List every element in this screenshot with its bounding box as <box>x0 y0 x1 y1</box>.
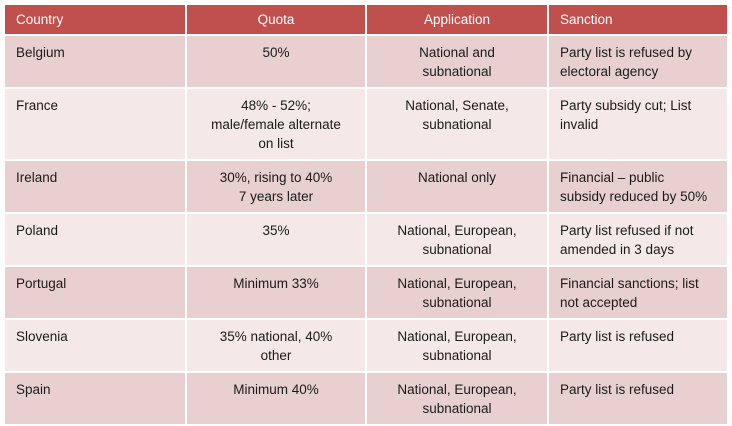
table-row: Slovenia 35% national, 40% other Nationa… <box>3 318 729 373</box>
cell-text-line: male/female alternate <box>211 117 341 132</box>
cell-country: Slovenia <box>3 318 187 373</box>
cell-application: National, European, subnational <box>365 371 549 426</box>
cell-text-line: Minimum 40% <box>233 382 319 397</box>
table-row: Poland 35% National, European, subnation… <box>3 212 729 267</box>
cell-text-line: National, Senate, <box>405 98 509 113</box>
cell-country: Poland <box>3 212 187 267</box>
cell-text-line: National, European, <box>397 329 517 344</box>
cell-sanction: Financial – public subsidy reduced by 50… <box>547 159 729 214</box>
cell-text-line: 35% <box>262 223 290 238</box>
cell-text-line: electoral agency <box>560 64 659 79</box>
cell-text-line: on list <box>258 136 294 151</box>
cell-text-line: subsidy reduced by 50% <box>560 189 708 204</box>
cell-application: National, European, subnational <box>365 212 549 267</box>
cell-text-line: subnational <box>422 242 492 257</box>
cell-text-line: subnational <box>422 64 492 79</box>
cell-quota: 35% national, 40% other <box>185 318 367 373</box>
header-quota: Quota <box>185 3 367 36</box>
cell-country: Ireland <box>3 159 187 214</box>
cell-sanction: Party list is refused <box>547 318 729 373</box>
table-row: France 48% - 52%; male/female alternate … <box>3 87 729 161</box>
cell-text-line: 7 years later <box>238 189 314 204</box>
cell-text-line: Financial sanctions; list <box>560 276 699 291</box>
header-country: Country <box>3 3 187 36</box>
cell-text-line: Minimum 33% <box>233 276 319 291</box>
cell-text-line: subnational <box>422 348 492 363</box>
cell-sanction: Party list is refused <box>547 371 729 426</box>
cell-country: France <box>3 87 187 161</box>
cell-application: National only <box>365 159 549 214</box>
cell-text-line: subnational <box>422 295 492 310</box>
cell-text-line: National, European, <box>397 276 517 291</box>
cell-text-line: Party list is refused <box>560 382 675 397</box>
cell-text-line: 48% - 52%; <box>241 98 311 113</box>
table-row: Ireland 30%, rising to 40% 7 years later… <box>3 159 729 214</box>
cell-text-line: Party list is refused <box>560 329 675 344</box>
cell-sanction: Party list is refused by electoral agenc… <box>547 34 729 89</box>
cell-country: Portugal <box>3 265 187 320</box>
cell-text-line: National, European, <box>397 382 517 397</box>
cell-quota: 30%, rising to 40% 7 years later <box>185 159 367 214</box>
cell-quota: Minimum 33% <box>185 265 367 320</box>
cell-quota: 35% <box>185 212 367 267</box>
cell-text-line: National, European, <box>397 223 517 238</box>
cell-sanction: Party subsidy cut; List invalid <box>547 87 729 161</box>
cell-sanction: Party list refused if not amended in 3 d… <box>547 212 729 267</box>
cell-text-line: subnational <box>422 117 492 132</box>
table-row: Belgium 50% National and subnational Par… <box>3 34 729 89</box>
table-row: Portugal Minimum 33% National, European,… <box>3 265 729 320</box>
cell-text-line: Party list is refused by <box>560 45 693 60</box>
header-application: Application <box>365 3 549 36</box>
cell-text-line: subnational <box>422 401 492 416</box>
cell-text-line: invalid <box>560 117 599 132</box>
cell-text-line: Financial – public <box>560 170 665 185</box>
cell-country: Belgium <box>3 34 187 89</box>
cell-text-line: not accepted <box>560 295 638 310</box>
cell-country: Spain <box>3 371 187 426</box>
cell-text-line: 35% national, 40% <box>219 329 333 344</box>
cell-quota: 50% <box>185 34 367 89</box>
cell-application: National, European, subnational <box>365 265 549 320</box>
cell-quota: Minimum 40% <box>185 371 367 426</box>
cell-text-line: 50% <box>262 45 290 60</box>
cell-text-line: other <box>260 348 292 363</box>
cell-application: National, European, subnational <box>365 318 549 373</box>
cell-text-line: Party list refused if not <box>560 223 694 238</box>
header-row: Country Quota Application Sanction <box>3 3 729 36</box>
cell-text-line: National only <box>417 170 497 185</box>
cell-quota: 48% - 52%; male/female alternate on list <box>185 87 367 161</box>
cell-sanction: Financial sanctions; list not accepted <box>547 265 729 320</box>
cell-application: National and subnational <box>365 34 549 89</box>
cell-text-line: Party subsidy cut; List <box>560 98 692 113</box>
gender-quota-table-container: Country Quota Application Sanction Belgi… <box>3 3 729 426</box>
cell-text-line: amended in 3 days <box>560 242 675 257</box>
header-sanction: Sanction <box>547 3 729 36</box>
cell-text-line: National and <box>419 45 495 60</box>
cell-text-line: 30%, rising to 40% <box>219 170 333 185</box>
gender-quota-table: Country Quota Application Sanction Belgi… <box>3 3 729 426</box>
table-row: Spain Minimum 40% National, European, su… <box>3 371 729 426</box>
cell-application: National, Senate, subnational <box>365 87 549 161</box>
